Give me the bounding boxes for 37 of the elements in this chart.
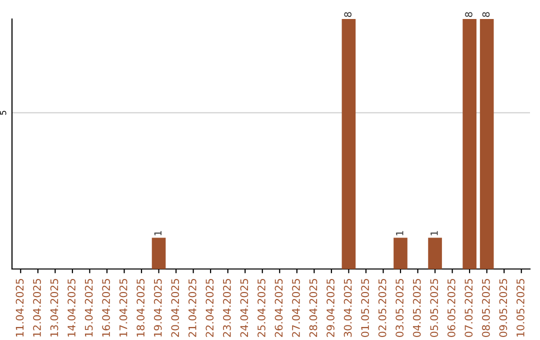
data-label: 1 xyxy=(154,231,162,236)
x-tick-label: 04.05.2025 xyxy=(412,278,421,337)
x-tick-label: 30.04.2025 xyxy=(344,278,352,337)
x-tick-label: 01.05.2025 xyxy=(361,278,369,337)
x-tick-label: 18.04.2025 xyxy=(136,278,145,337)
x-tick-label: 17.04.2025 xyxy=(119,278,128,337)
y-tick-label: 5 xyxy=(0,110,6,115)
x-tick-label: 07.05.2025 xyxy=(464,278,473,337)
x-tick-label: 23.04.2025 xyxy=(222,278,231,337)
x-tick-label: 14.04.2025 xyxy=(68,278,76,337)
x-tick-label: 11.04.2025 xyxy=(16,278,24,337)
x-tick-label: 24.04.2025 xyxy=(240,278,248,337)
x-tick-label: 13.04.2025 xyxy=(50,278,58,337)
x-tick-label: 22.04.2025 xyxy=(206,278,214,337)
x-tick-label: 20.04.2025 xyxy=(171,278,180,337)
x-tick-label: 27.04.2025 xyxy=(292,278,300,337)
x-tick-label: 03.05.2025 xyxy=(396,278,404,337)
data-label: 8 xyxy=(344,12,352,17)
data-label: 8 xyxy=(482,12,490,17)
x-tick-label: 06.05.2025 xyxy=(447,278,456,337)
x-tick-label: 25.04.2025 xyxy=(258,278,266,337)
data-label: 1 xyxy=(430,231,438,236)
x-tick-label: 26.04.2025 xyxy=(274,278,283,337)
x-tick-label: 08.05.2025 xyxy=(482,278,490,337)
x-tick-label: 02.05.2025 xyxy=(378,278,386,337)
x-tick-label: 19.04.2025 xyxy=(154,278,162,337)
x-tick-label: 05.05.2025 xyxy=(430,278,438,337)
x-tick-label: 12.04.2025 xyxy=(33,278,41,337)
x-tick-label: 29.04.2025 xyxy=(326,278,334,337)
x-tick-label: 09.05.2025 xyxy=(499,278,508,337)
x-tick-label: 15.04.2025 xyxy=(84,278,93,337)
x-tick-label: 16.04.2025 xyxy=(102,278,110,337)
x-tick-label: 10.05.2025 xyxy=(516,278,524,337)
data-label: 1 xyxy=(396,231,404,236)
x-tick-label: 21.04.2025 xyxy=(188,278,196,337)
data-label: 8 xyxy=(465,12,472,17)
x-tick-label: 28.04.2025 xyxy=(309,278,318,337)
